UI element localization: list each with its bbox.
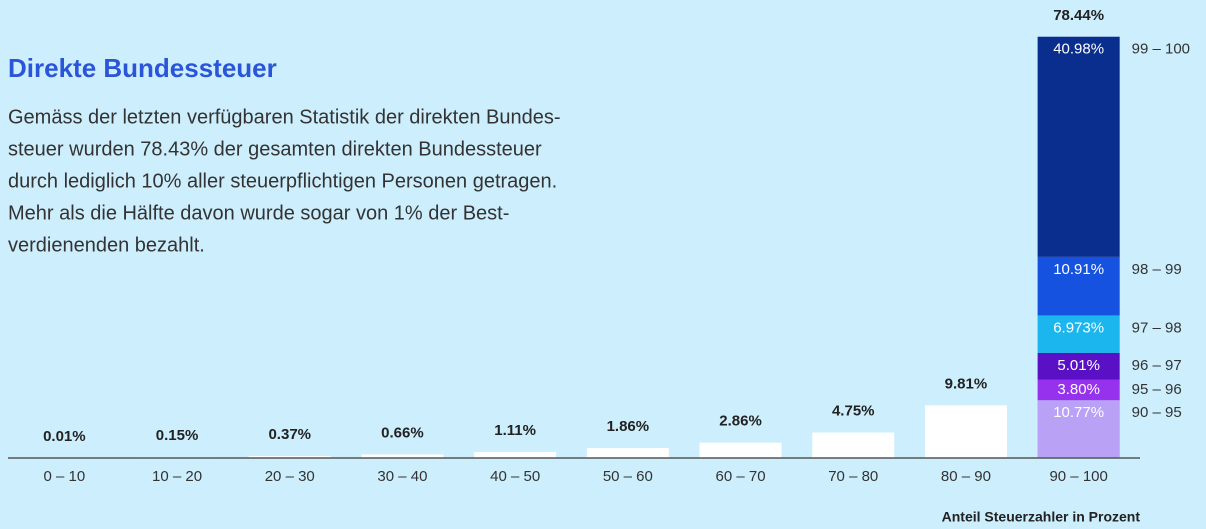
description-line: durch lediglich 10% aller steuerpflichti… (8, 170, 557, 192)
x-tick-label: 90 – 100 (1049, 468, 1107, 485)
value-label: 1.86% (607, 418, 650, 435)
x-axis-label: Anteil Steuerzahler in Prozent (942, 509, 1141, 525)
bar (474, 452, 557, 458)
segment-name: 97 – 98 (1132, 319, 1182, 336)
x-tick-label: 20 – 30 (265, 468, 315, 485)
bar (361, 454, 444, 458)
description-line: Mehr als die Hälfte davon wurde sogar vo… (8, 202, 509, 224)
segment-name: 95 – 96 (1132, 381, 1182, 398)
segment-label: 10.77% (1053, 404, 1104, 421)
x-tick-label: 60 – 70 (716, 468, 766, 485)
segment-label: 40.98% (1053, 41, 1104, 58)
x-tick-label: 70 – 80 (828, 468, 878, 485)
value-label: 0.66% (381, 424, 424, 441)
x-tick-label: 30 – 40 (377, 468, 427, 485)
value-label: 2.86% (719, 413, 762, 430)
stack-segment (1037, 400, 1120, 458)
value-label: 9.81% (945, 375, 988, 392)
x-tick-label: 10 – 20 (152, 468, 202, 485)
segment-name: 90 – 95 (1132, 404, 1182, 421)
value-label: 1.11% (494, 422, 536, 439)
bar (699, 442, 782, 458)
description-line: steuer wurden 78.43% der gesamten direkt… (8, 138, 542, 160)
segment-name: 98 – 99 (1132, 261, 1182, 278)
bar (586, 448, 669, 458)
value-label: 4.75% (832, 402, 875, 419)
value-label: 0.01% (43, 428, 86, 445)
description-line: Gemäss der letzten verfügbaren Statistik… (8, 106, 561, 128)
segment-name: 96 – 97 (1132, 357, 1182, 374)
value-label: 78.44% (1053, 7, 1104, 24)
stack-segment (1037, 379, 1120, 401)
stack-segment (1037, 256, 1120, 316)
stack-segment (1037, 315, 1120, 353)
segment-label: 5.01% (1057, 357, 1100, 374)
x-tick-label: 40 – 50 (490, 468, 540, 485)
stack-segment (1037, 36, 1120, 257)
x-tick-label: 50 – 60 (603, 468, 653, 485)
value-label: 0.37% (268, 426, 311, 443)
bar (924, 405, 1007, 458)
chart-title: Direkte Bundessteuer (8, 53, 277, 83)
description-line: verdienenden bezahlt. (8, 234, 205, 256)
stack-segment (1037, 352, 1120, 380)
segment-name: 99 – 100 (1132, 41, 1190, 58)
x-tick-label: 80 – 90 (941, 468, 991, 485)
bar (248, 456, 331, 458)
x-tick-label: 0 – 10 (43, 468, 85, 485)
bar (812, 432, 895, 458)
segment-label: 3.80% (1057, 381, 1100, 398)
segment-label: 6.973% (1053, 319, 1104, 336)
value-label: 0.15% (156, 427, 199, 444)
segment-label: 10.91% (1053, 261, 1104, 278)
